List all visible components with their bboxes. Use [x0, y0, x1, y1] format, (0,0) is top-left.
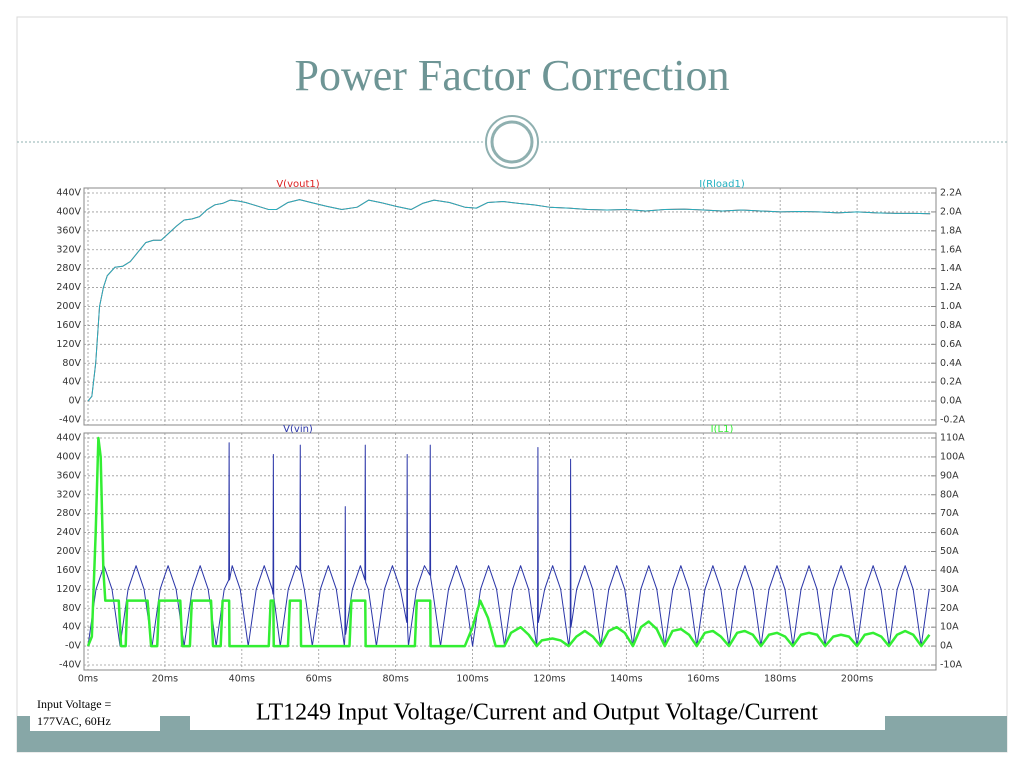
y2-tick-label: 0.0A	[940, 396, 962, 407]
x-tick-label: 80ms	[382, 674, 408, 685]
x-tick-label: 20ms	[152, 674, 178, 685]
series-line	[87, 199, 931, 402]
legend-label: V(vin)	[283, 424, 313, 435]
y-tick-label: 240V	[56, 527, 81, 538]
y2-tick-label: 50A	[940, 546, 959, 557]
y2-tick-label: 10A	[940, 622, 959, 633]
y2-tick-label: 0A	[940, 641, 953, 652]
x-tick-label: 100ms	[456, 674, 488, 685]
y2-tick-label: 80A	[940, 489, 959, 500]
x-tick-label: 40ms	[229, 674, 255, 685]
y-tick-label: -40V	[59, 415, 82, 426]
y2-tick-label: -0.2A	[940, 415, 966, 426]
y2-tick-label: 1.8A	[940, 225, 962, 236]
y-tick-label: 400V	[56, 451, 81, 462]
y-tick-label: 440V	[56, 433, 81, 444]
x-tick-label: 160ms	[687, 674, 719, 685]
caption: LT1249 Input Voltage/Current and Output …	[256, 700, 818, 726]
y-tick-label: 240V	[56, 282, 81, 293]
y2-tick-label: 110A	[940, 433, 965, 444]
y-tick-label: 160V	[56, 565, 81, 576]
slide-title: Power Factor Correction	[295, 51, 730, 100]
y-tick-label: 40V	[62, 622, 81, 633]
y-tick-label: -0V	[65, 641, 81, 652]
y-tick-label: 80V	[62, 603, 81, 614]
note-background	[30, 695, 160, 731]
x-tick-label: 120ms	[533, 674, 565, 685]
y-tick-label: 320V	[56, 489, 81, 500]
x-tick-label: 180ms	[764, 674, 796, 685]
y2-tick-label: 1.2A	[940, 282, 962, 293]
y-tick-label: 360V	[56, 225, 81, 236]
y2-tick-label: -10A	[940, 660, 963, 671]
note-line: Input Voltage =	[37, 697, 112, 711]
y-tick-label: 280V	[56, 508, 81, 519]
y-tick-label: 400V	[56, 206, 81, 217]
y2-tick-label: 2.0A	[940, 206, 962, 217]
x-tick-label: 200ms	[841, 674, 873, 685]
series-line	[86, 436, 931, 648]
y-tick-label: -40V	[59, 660, 82, 671]
y-tick-label: 80V	[62, 358, 81, 369]
y-tick-label: 440V	[56, 188, 81, 199]
y-tick-label: 280V	[56, 263, 81, 274]
note-line: 177VAC, 60Hz	[37, 714, 111, 728]
series-line	[87, 442, 930, 647]
y-tick-label: 120V	[56, 339, 81, 350]
y2-tick-label: 0.2A	[940, 377, 962, 388]
y-tick-label: 200V	[56, 546, 81, 557]
y2-tick-label: 40A	[940, 565, 959, 576]
ornament-inner	[490, 120, 534, 164]
y-tick-label: 360V	[56, 470, 81, 481]
y2-tick-label: 1.0A	[940, 301, 962, 312]
y-tick-label: 0V	[68, 396, 81, 407]
y2-tick-label: 1.6A	[940, 244, 962, 255]
caption-background	[190, 698, 885, 730]
y2-tick-label: 20A	[940, 603, 959, 614]
y2-tick-label: 100A	[940, 451, 965, 462]
plot-frame	[83, 187, 937, 426]
y2-tick-label: 90A	[940, 470, 959, 481]
x-tick-label: 140ms	[610, 674, 642, 685]
y2-tick-label: 60A	[940, 527, 959, 538]
y2-tick-label: 30A	[940, 584, 959, 595]
y2-tick-label: 0.8A	[940, 320, 962, 331]
y-tick-label: 160V	[56, 320, 81, 331]
y2-tick-label: 0.6A	[940, 339, 962, 350]
y-tick-label: 320V	[56, 244, 81, 255]
legend-label: I(L1)	[711, 424, 734, 435]
x-tick-label: 0ms	[78, 674, 98, 685]
y2-tick-label: 0.4A	[940, 358, 962, 369]
y2-tick-label: 1.4A	[940, 263, 962, 274]
y2-tick-label: 2.2A	[940, 188, 962, 199]
legend-label: V(vout1)	[276, 179, 319, 190]
plot-frame	[83, 432, 937, 671]
x-tick-label: 60ms	[306, 674, 332, 685]
y-tick-label: 120V	[56, 584, 81, 595]
y-tick-label: 40V	[62, 377, 81, 388]
y-tick-label: 200V	[56, 301, 81, 312]
y2-tick-label: 70A	[940, 508, 959, 519]
legend-label: I(Rload1)	[699, 179, 745, 190]
